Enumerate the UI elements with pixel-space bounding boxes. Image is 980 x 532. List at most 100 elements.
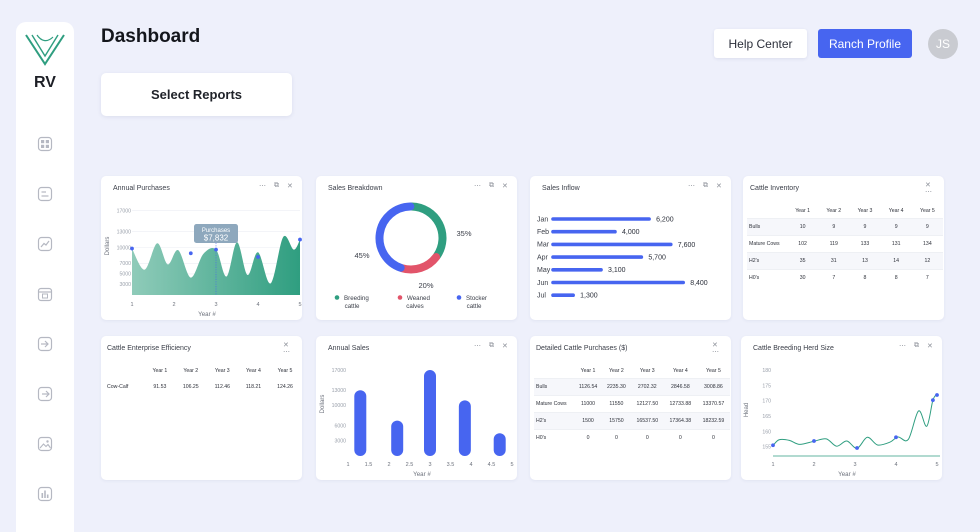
category-label: Jan [537,216,548,223]
cattle-inventory-table: Year 1 Year 2 Year 3 Year 4 Year 5 Bulls 10 9 9 9… [747,204,943,286]
bar [354,390,367,456]
more-icon[interactable]: ⋯ [712,349,719,356]
table-cell: 0 [630,428,664,446]
close-icon[interactable]: ✕ [925,182,931,189]
x-tick-label: 1 [346,462,349,468]
y-tick-label: 155 [762,445,771,451]
avatar[interactable]: JS [928,29,958,59]
more-icon[interactable]: ⋯ [283,349,290,356]
legend-dot [334,295,340,300]
column-header: Year 1 [795,207,810,214]
column-header [534,364,574,378]
y-tick-label: 17000 [332,368,347,374]
table-row: H0's 30 7 8 8 7 [747,268,943,286]
table-cell: 9 [849,217,881,235]
more-icon[interactable]: ⋯ [259,183,266,190]
card-controls: ✕ ⋯ [283,342,290,356]
y-tick-label: 180 [762,368,771,374]
legend-dot [456,295,462,300]
x-tick-label: 3.5 [447,462,455,468]
column-header: Year 5 [277,368,293,374]
legend-label-line: Weaned [407,295,430,302]
data-point [256,255,260,259]
column-header: Year 5 [919,207,935,214]
select-reports-button[interactable]: Select Reports [101,73,292,116]
table-cell: 10 [787,217,819,235]
data-point [935,393,939,397]
card-controls: ⋯ ⧉ ✕ [474,182,508,190]
table-cell: 133 [849,234,881,252]
more-icon[interactable]: ⋯ [899,343,906,350]
row-label: Bulls [534,377,574,395]
table-row: H2's 35 31 13 14 12 [747,251,943,269]
table-cell: 134 [911,234,943,252]
calendar-icon[interactable] [37,286,53,302]
logout-icon[interactable] [37,386,53,402]
table-cell: 3008.86 [696,377,730,395]
restore-icon[interactable]: ⧉ [703,182,708,189]
x-tick-label: 4 [894,462,897,468]
table-cell: 11550 [602,394,631,412]
tooltip-value: $7,832 [204,234,229,243]
list-icon[interactable] [37,186,53,202]
card-controls: ⋯ ⧉ ✕ [474,342,508,350]
ranch-profile-button[interactable]: Ranch Profile [818,29,912,58]
y-axis-label: Dollars [320,395,326,414]
data-point [130,246,134,251]
x-tick-label: 4 [256,302,259,308]
sidebar: RV [16,22,74,532]
legend-dot [397,295,403,300]
table-cell: 8 [880,268,912,286]
restore-icon[interactable]: ⧉ [489,342,494,349]
column-header: Year 4 [888,207,904,214]
more-icon[interactable]: ⋯ [474,183,481,190]
column-header: Year 3 [214,368,230,374]
help-center-button[interactable]: Help Center [714,29,807,58]
card-title: Cattle Enterprise Efficiency [107,345,191,352]
more-icon[interactable]: ⋯ [688,183,695,190]
bar-chart-icon[interactable] [37,486,53,502]
login-icon[interactable] [37,336,53,352]
close-icon[interactable]: ✕ [716,183,722,190]
restore-icon[interactable]: ⧉ [274,182,279,189]
grid-icon[interactable] [37,136,53,152]
close-icon[interactable]: ✕ [502,183,508,190]
table-row: Bulls 1126.54 2235.30 2702.32 2846.58 3008.86 [534,377,730,395]
category-label: Mar [537,242,550,249]
row-label: Mature Cows [534,394,574,412]
legend-label-line: cattle [467,303,482,310]
close-icon[interactable]: ✕ [712,342,718,349]
more-icon[interactable]: ⋯ [925,189,932,196]
bar [424,370,436,456]
table-cell: 0 [696,428,730,446]
restore-icon[interactable]: ⧉ [914,342,919,349]
tooltip-box [194,224,238,243]
series-line [772,393,938,449]
x-axis-label: Year # [838,471,856,478]
table-cell: 12 [911,251,943,269]
table-cell: 112.46 [206,378,238,395]
y-axis-label: Head [744,403,750,417]
more-icon[interactable]: ⋯ [474,343,481,350]
image-icon[interactable] [37,436,53,452]
card-title: Detailed Cattle Purchases ($) [536,345,628,352]
table-cell: 13 [849,251,881,269]
close-icon[interactable]: ✕ [283,342,289,349]
table-cell: 12127.50 [630,394,664,412]
tooltip-label: Purchases [202,228,230,234]
close-icon[interactable]: ✕ [287,183,293,190]
y-tick-label: 3000 [334,439,346,445]
close-icon[interactable]: ✕ [927,343,933,350]
table-cell: 9 [818,217,850,235]
table-cell: 91.53 [145,378,175,395]
data-point [188,251,193,256]
trend-icon[interactable] [37,236,53,252]
category-label: Apr [537,254,549,261]
row-label: Bulls [747,217,787,235]
table-cell: 2235.30 [602,377,631,395]
restore-icon[interactable]: ⧉ [489,182,494,189]
close-icon[interactable]: ✕ [502,343,508,350]
table-cell: 1126.54 [574,377,603,395]
y-tick-label: 17000 [117,208,132,214]
row-label: H0's [747,268,787,286]
